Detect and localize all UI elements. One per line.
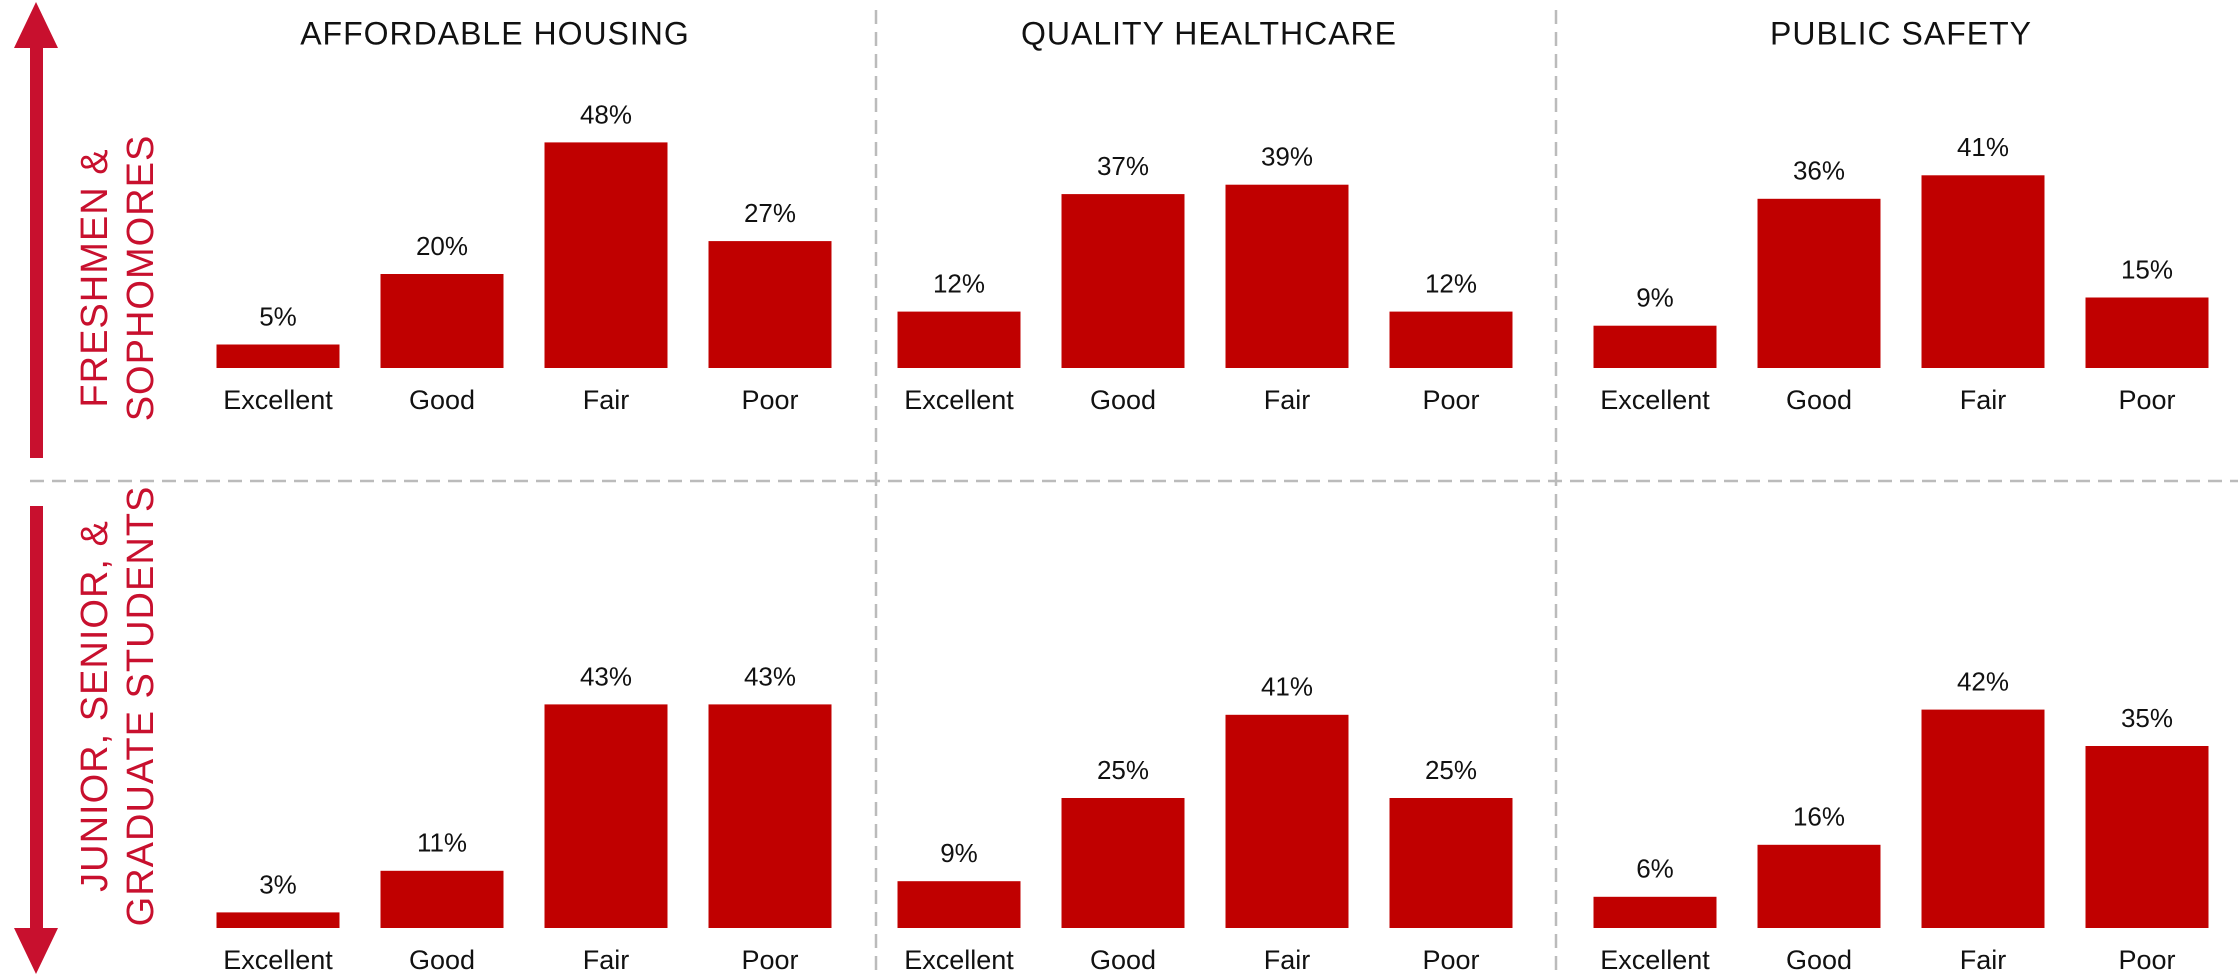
value-label: 3%	[259, 869, 297, 899]
column-title: PUBLIC SAFETY	[1770, 15, 2032, 51]
category-label: Good	[1090, 385, 1156, 415]
category-label: Excellent	[904, 385, 1014, 415]
row-label: SOPHOMORES	[120, 135, 162, 422]
bar	[2085, 297, 2209, 368]
category-label: Fair	[583, 385, 630, 415]
value-label: 12%	[933, 268, 985, 298]
row-label: FRESHMEN &	[74, 148, 116, 407]
value-label: 25%	[1425, 755, 1477, 785]
category-label: Poor	[741, 385, 798, 415]
value-label: 12%	[1425, 268, 1477, 298]
down-arrow	[14, 506, 58, 974]
value-label: 42%	[1957, 666, 2009, 696]
bar	[1225, 714, 1349, 928]
value-label: 20%	[416, 231, 468, 261]
value-label: 37%	[1097, 151, 1149, 181]
value-label: 43%	[580, 661, 632, 691]
value-label: 11%	[417, 828, 467, 858]
bar	[1921, 175, 2045, 368]
value-label: 15%	[2121, 254, 2173, 284]
category-label: Excellent	[223, 385, 333, 415]
category-label: Poor	[1422, 385, 1479, 415]
category-label: Poor	[2118, 945, 2175, 975]
bar	[897, 311, 1021, 368]
value-label: 27%	[744, 198, 796, 228]
bar	[544, 142, 668, 368]
value-label: 25%	[1097, 755, 1149, 785]
category-label: Fair	[583, 945, 630, 975]
category-label: Poor	[2118, 385, 2175, 415]
bar	[708, 241, 832, 368]
category-label: Good	[409, 945, 475, 975]
value-label: 9%	[1636, 283, 1674, 313]
bar	[216, 912, 340, 928]
value-label: 36%	[1793, 156, 1845, 186]
category-label: Excellent	[1600, 945, 1710, 975]
value-label: 6%	[1636, 854, 1674, 884]
bar	[1593, 896, 1717, 928]
bar	[1389, 311, 1513, 368]
bar	[1061, 798, 1185, 928]
category-label: Excellent	[1600, 385, 1710, 415]
value-label: 9%	[940, 838, 978, 868]
bar	[1593, 325, 1717, 368]
bar	[380, 274, 504, 368]
category-label: Poor	[1422, 945, 1479, 975]
bar	[1225, 184, 1349, 368]
category-label: Fair	[1960, 385, 2007, 415]
column-title: AFFORDABLE HOUSING	[300, 15, 690, 51]
value-label: 43%	[744, 661, 796, 691]
bar	[1921, 709, 2045, 928]
bar	[708, 704, 832, 928]
value-label: 48%	[580, 99, 632, 129]
bar	[1757, 844, 1881, 928]
bar	[897, 881, 1021, 928]
category-label: Good	[1090, 945, 1156, 975]
bar	[216, 344, 340, 368]
value-label: 16%	[1793, 802, 1845, 832]
bar	[380, 870, 504, 928]
up-arrow	[14, 2, 58, 458]
bar	[1061, 194, 1185, 368]
bar	[2085, 746, 2209, 928]
column-title: QUALITY HEALTHCARE	[1021, 15, 1397, 51]
category-label: Excellent	[904, 945, 1014, 975]
bar	[544, 704, 668, 928]
category-label: Fair	[1264, 945, 1311, 975]
category-label: Good	[1786, 385, 1852, 415]
category-label: Good	[409, 385, 475, 415]
category-label: Good	[1786, 945, 1852, 975]
bar	[1757, 198, 1881, 368]
category-label: Fair	[1264, 385, 1311, 415]
value-label: 41%	[1261, 672, 1313, 702]
value-label: 39%	[1261, 142, 1313, 172]
value-label: 35%	[2121, 703, 2173, 733]
category-label: Fair	[1960, 945, 2007, 975]
value-label: 5%	[259, 301, 297, 331]
category-label: Excellent	[223, 945, 333, 975]
bar	[1389, 798, 1513, 928]
row-label: GRADUATE STUDENTS	[120, 486, 162, 927]
row-label: JUNIOR, SENIOR, &	[74, 520, 116, 892]
value-label: 41%	[1957, 132, 2009, 162]
category-label: Poor	[741, 945, 798, 975]
